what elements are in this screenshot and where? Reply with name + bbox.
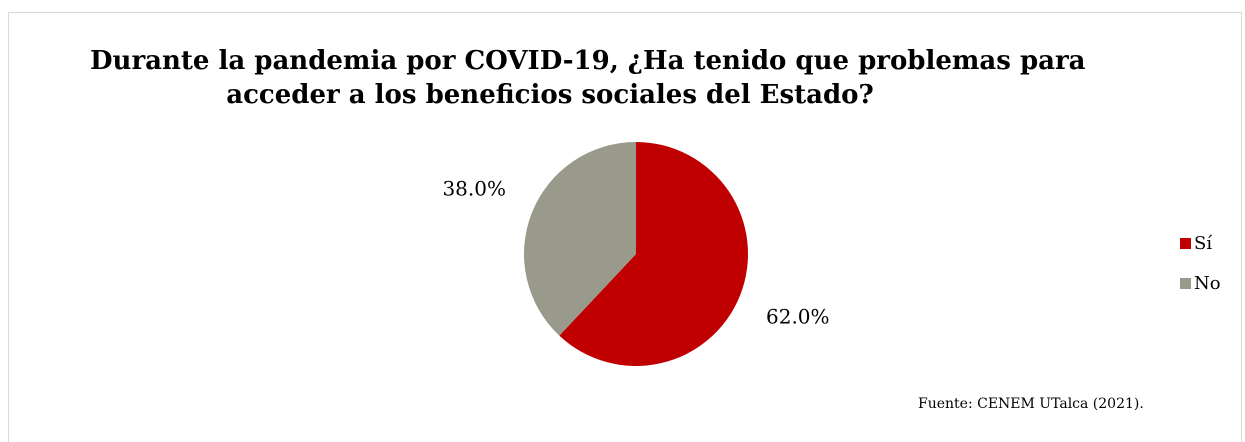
legend-swatch-si bbox=[1180, 237, 1191, 249]
pie-chart: 62.0% 38.0% bbox=[442, 142, 830, 367]
data-label-si: 62.0% bbox=[766, 305, 830, 329]
legend-item-si: Sí bbox=[1180, 232, 1221, 254]
legend-label-si: Sí bbox=[1194, 232, 1213, 254]
legend-swatch-no bbox=[1180, 277, 1191, 289]
legend-label-no: No bbox=[1194, 272, 1221, 294]
chart-frame bbox=[8, 12, 1242, 442]
chart-legend: Sí No bbox=[1180, 232, 1221, 312]
legend-item-no: No bbox=[1180, 272, 1221, 294]
pie-slice-si bbox=[559, 142, 749, 367]
data-label-no: 38.0% bbox=[442, 176, 506, 200]
chart-title: Durante la pandemia por COVID-19, ¿Ha te… bbox=[90, 44, 1086, 112]
chart-title-line-1: Durante la pandemia por COVID-19, ¿Ha te… bbox=[90, 46, 1086, 76]
source-note: Fuente: CENEM UTalca (2021). bbox=[918, 396, 1144, 412]
pie-slice-no bbox=[524, 142, 636, 336]
chart-title-line-2: acceder a los beneficios sociales del Es… bbox=[226, 80, 874, 110]
